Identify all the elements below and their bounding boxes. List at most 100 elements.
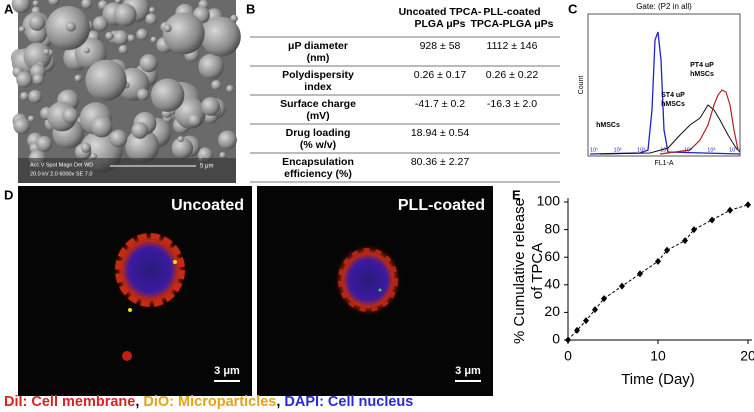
sphere [81,0,92,9]
sem-info: Acc.V Spot Magn Det WD [30,162,93,168]
sem-spheres [10,0,241,173]
row-label: Surface charge [280,98,356,110]
sphere [80,142,92,153]
cell-membrane [338,248,398,312]
flow-tick: 10⁶ [707,146,715,153]
sphere [226,85,234,93]
row-label: index [304,81,332,93]
row-label: efficiency (%) [284,168,352,180]
cell-membrane [115,233,185,307]
sphere [43,48,50,56]
column-header: Uncoated TPCA- [399,6,482,18]
flow-xlabel: FL1-A [654,160,673,167]
data-point [691,226,697,234]
row-label: (mV) [306,110,329,122]
cell-debris [122,351,132,361]
panel-label: A [4,1,14,16]
caption-item: DiO: Microparticles [143,394,276,410]
x-tick-label: 0 [564,348,572,364]
sphere [211,79,222,91]
cell: 0.26 ± 0.17 [414,69,467,81]
flow-title: Gate: (P2 in all) [636,2,692,11]
curve-label: hMSCs [661,101,685,108]
sphere [62,107,79,124]
sphere [65,21,76,32]
flow-frame [587,13,741,157]
sphere [200,16,241,57]
panel-label: D [4,187,13,202]
x-tick-label: 20 [740,348,754,364]
data-point [592,306,598,314]
series-line [567,204,749,341]
sphere [162,12,205,55]
sphere [171,137,194,159]
panel-label: B [246,1,255,16]
sphere [187,113,202,127]
column-header: PLGA μPs [415,18,466,30]
curve-label: hMSCs [690,71,714,78]
sphere [230,14,238,23]
panel-label: C [568,1,578,16]
cell: 0.26 ± 0.22 [486,69,539,81]
sphere [201,97,220,116]
sphere [28,14,46,31]
sphere [83,47,90,54]
data-point [601,295,607,303]
sphere [150,78,185,112]
y-tick-label: 80 [544,220,560,236]
sphere [125,129,160,164]
y-tick-label: 60 [544,248,560,264]
sphere [36,135,53,152]
flow-tick: 10⁴ [660,146,669,153]
sphere [139,54,158,73]
curve-label: hMSCs [596,122,620,129]
flow-curve [589,31,741,155]
cell: 18.94 ± 0.54 [411,127,469,139]
sphere [113,3,137,27]
row-label: (% w/v) [300,139,336,151]
sphere [32,73,44,85]
microparticle [378,288,382,292]
y-tick-label: 40 [544,276,560,292]
flow-ylabel: Count [578,76,585,95]
sphere [218,130,237,150]
cell [112,230,188,310]
image-label: PLL-coated [398,197,485,214]
flow-tick: 10² [614,147,622,153]
sphere [48,0,60,6]
scale-label: 3 μm [455,365,481,377]
flow-tick: 10¹ [590,147,598,153]
data-point [655,257,661,265]
sphere [90,115,113,138]
data-point [745,201,751,209]
data-point [664,246,670,254]
row-label: μP diameter [288,40,348,52]
column-header: PLL-coated [483,6,540,18]
y-tick-label: 0 [552,331,560,347]
sphere [131,122,149,139]
curve-label: ST4 uP [661,92,685,99]
caption-item: DiI: Cell membrane [4,394,135,410]
caption-item: DAPI: Cell nucleus [284,394,413,410]
flow-tick: 10³ [637,147,645,153]
y-tick-label: 20 [544,303,560,319]
sphere [149,6,156,14]
column-header: TPCA-PLGA μPs [470,18,553,30]
sphere [85,59,127,101]
flow-tick: 10⁷·² [729,146,741,153]
data-point [682,237,688,245]
curve-label: PT4 uP [690,62,714,69]
sem-infobar [18,158,236,183]
sphere [16,71,33,88]
sphere [118,44,128,55]
sphere [28,115,35,122]
sem-info: 20.0 kV 2.0 6000x SE 7.0 [30,171,92,177]
flow-curve [599,104,741,155]
sphere [13,117,31,135]
row-label: (nm) [307,52,330,64]
caption-separator: , [276,394,280,410]
caption-separator: , [135,394,139,410]
sphere [136,88,149,101]
sphere [198,53,224,80]
